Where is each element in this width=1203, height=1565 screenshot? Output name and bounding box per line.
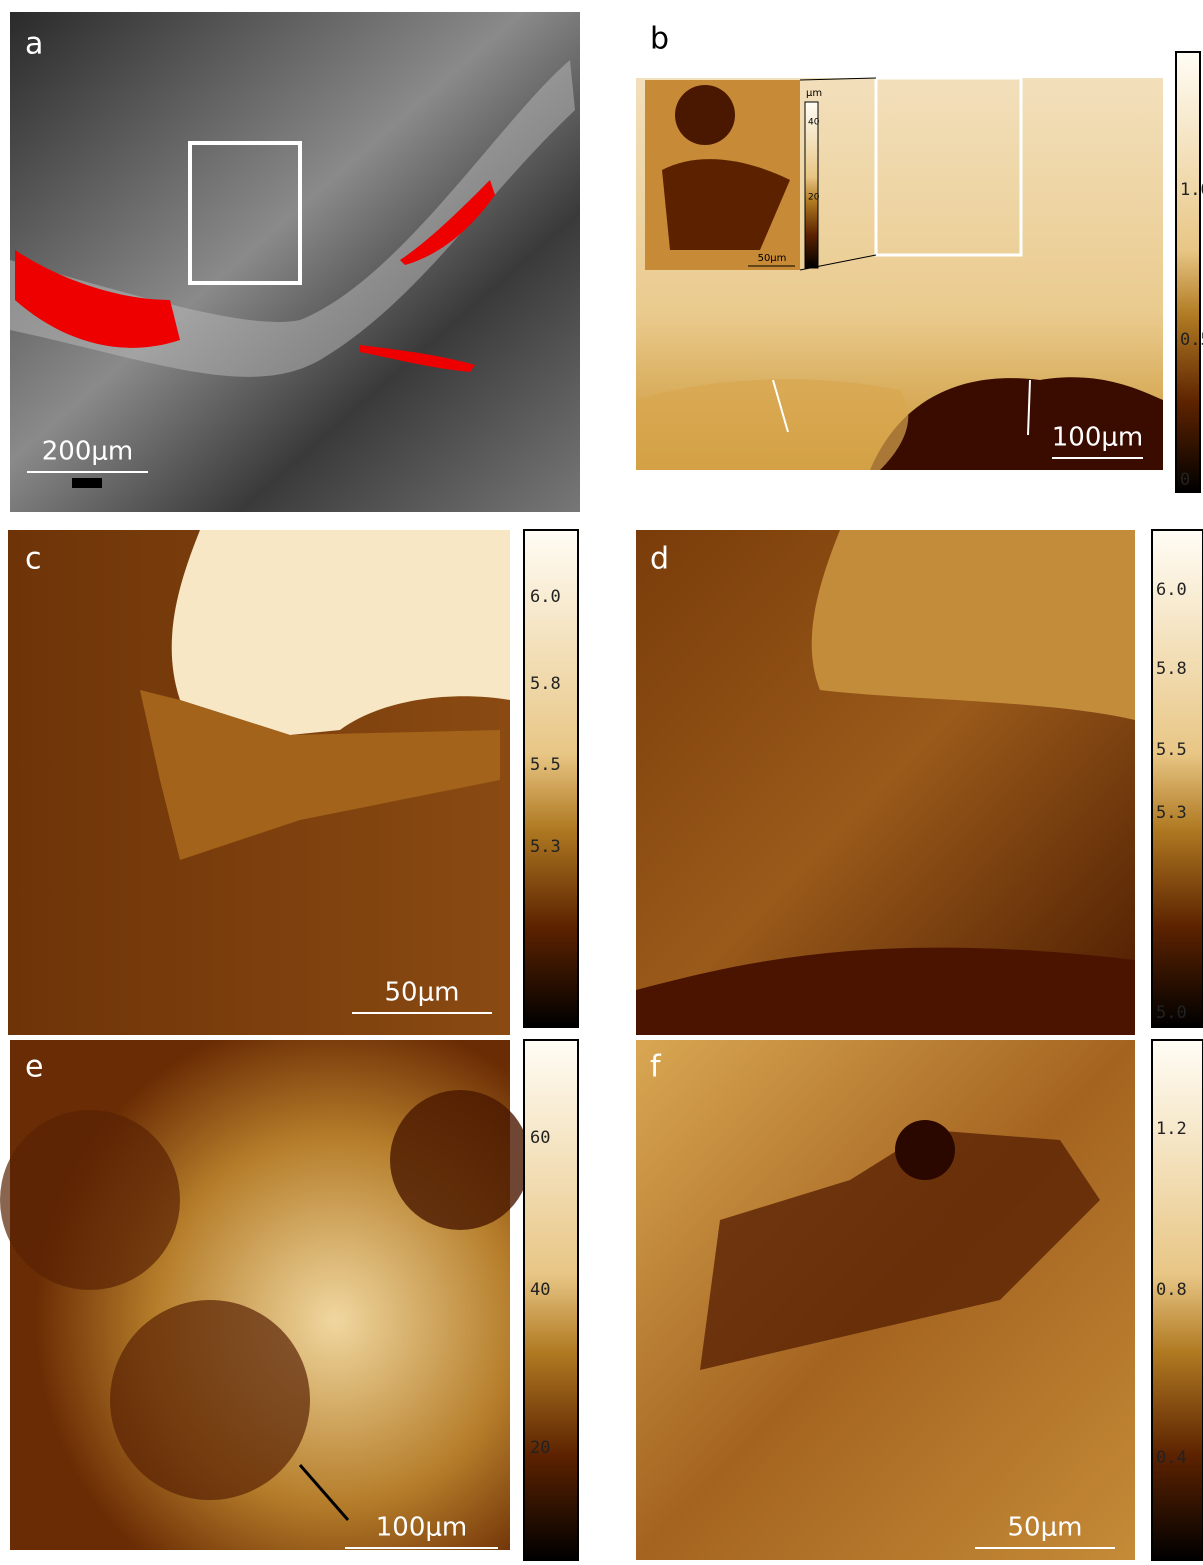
panel-label: e [25,1050,43,1085]
colorbar-tick-label: 5.0 [1156,1003,1187,1023]
colorbar-tick-label: 5.8 [530,674,561,694]
inset-unit: μm [806,88,822,99]
inset-tick-label: 0 [808,261,814,271]
colorbar-tick-label: 1.2 [1156,1119,1187,1139]
colorbar [1152,1040,1203,1560]
scale-bar-label: 200μm [42,437,134,467]
colorbar-tick-label: 40 [530,1280,550,1300]
colorbar-tick-label: 5.3 [530,837,561,857]
panel-label: d [650,542,669,577]
colorbar-tick-label: 5.5 [1156,740,1187,760]
panel-label: a [25,27,43,62]
colorbar-tick-label: 0 [1180,470,1190,490]
colorbar [1152,530,1203,1027]
inset-tick-label: 40 [808,118,820,128]
colorbar-tick-label: 0.8 [1156,1280,1187,1300]
colorbar-tick-label: 5.3 [1156,803,1187,823]
colorbar-tick-label: 0.4 [1156,1448,1187,1468]
colorbar-tick-label: 60 [530,1128,550,1148]
scale-bar-label: 50μm [385,978,460,1008]
colorbar-tick-label: 20 [530,1438,550,1458]
inset-scale-label: 50μm [758,253,787,264]
panel-label: f [650,1050,662,1085]
scale-bar-label: 100μm [1052,423,1144,453]
colorbar-tick-label: 6.0 [1156,580,1187,600]
colorbar-tick-label: 0.5 [1180,330,1203,350]
scale-bar-label: 50μm [1008,1513,1083,1543]
colorbar [1176,52,1200,492]
colorbar [524,1040,578,1560]
inset-tick-label: 20 [808,193,820,203]
colorbar-tick-label: 5.8 [1156,659,1187,679]
colorbar-tick-label: 6.0 [530,587,561,607]
page: a 200μm b 100μm 1.0 0.5 0 μm 40 20 0 50μm c 50μm 6.0 5.… [0,0,1203,1565]
scale-bar-label: 100μm [376,1513,468,1543]
panel-label: b [650,22,669,57]
colorbar-tick-label: 1.0 [1180,180,1203,200]
figure: a 200μm b 100μm 1.0 0.5 0 μm 40 20 0 50μm c 50μm 6.0 5.… [0,0,1203,1565]
colorbar-tick-label: 5.5 [530,755,561,775]
panel-label: c [25,542,42,577]
